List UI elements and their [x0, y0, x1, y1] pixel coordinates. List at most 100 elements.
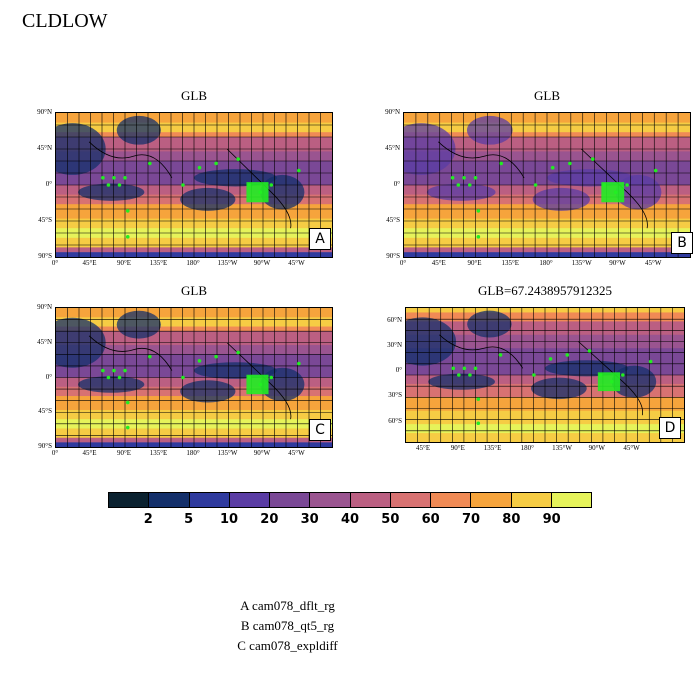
- significance-dot: [269, 183, 274, 187]
- lat-tick-label: 0°: [45, 180, 52, 188]
- lat-tick-label: 45°N: [37, 337, 52, 346]
- map-svg: [56, 113, 332, 257]
- significance-dot: [236, 157, 240, 161]
- significance-dot: [112, 176, 116, 180]
- colorbar-swatch-2: [149, 493, 190, 507]
- map-region: [547, 169, 633, 187]
- panel-a-title: GLB: [181, 88, 207, 103]
- colorbar-label: 60: [421, 512, 440, 527]
- lat-tick-label: 0°: [393, 180, 400, 188]
- lon-tick-label: 180°: [520, 444, 534, 452]
- significance-dot: [467, 183, 472, 187]
- panel-d-map: [405, 307, 685, 443]
- significance-dot: [236, 350, 240, 355]
- panel-b-title: GLB: [534, 88, 560, 103]
- legend: A cam078_dflt_rg B cam078_qt5_rg C cam07…: [0, 596, 700, 656]
- panel-c-map: [55, 307, 333, 448]
- colorbar-label: 5: [184, 512, 194, 527]
- significance-dot: [112, 368, 116, 373]
- significance-dot: [214, 161, 218, 166]
- lon-tick-label: 90°W: [588, 444, 606, 452]
- lon-tick-label: 90°W: [253, 259, 271, 267]
- legend-item-a: A cam078_dflt_rg: [240, 598, 335, 613]
- significance-dot: [625, 183, 629, 187]
- map-region: [194, 169, 277, 187]
- colorbar-swatch-4: [229, 493, 270, 507]
- lon-tick-label: 135°E: [149, 449, 168, 457]
- significance-dot: [473, 366, 478, 371]
- map-region: [531, 377, 587, 400]
- lat-tick-label: 45°S: [386, 216, 400, 224]
- lat-tick-label: 0°: [45, 372, 52, 381]
- colorbar-swatch-5: [270, 493, 311, 507]
- significance-dot: [498, 353, 503, 357]
- significance-dot: [269, 375, 274, 380]
- significance-dot: [297, 361, 301, 366]
- lon-tick-label: 90°E: [116, 449, 132, 457]
- significance-dot: [499, 161, 504, 166]
- significance-dot: [106, 183, 111, 187]
- panel-d-title: GLB=67.2438957912325: [477, 283, 613, 298]
- colorbar-swatch-3: [189, 493, 230, 507]
- lon-tick-label: 0°: [399, 259, 407, 267]
- significance-dot: [476, 235, 481, 239]
- panel-c-title: GLB: [181, 283, 207, 298]
- lon-tick-label: 0°: [51, 259, 59, 267]
- lon-tick-label: 90°W: [609, 259, 626, 267]
- panel-b-letter: B: [671, 232, 693, 254]
- significance-dot: [106, 375, 111, 380]
- significance-dot: [148, 354, 152, 359]
- lon-tick-label: 135°W: [217, 259, 238, 267]
- significance-dot: [621, 373, 625, 377]
- significance-dot: [568, 161, 572, 166]
- map-region: [78, 376, 145, 393]
- lon-tick-label: 45°E: [82, 449, 97, 457]
- panel-b-map: [403, 112, 691, 258]
- map-region: [180, 380, 236, 403]
- significance-dot: [590, 157, 595, 161]
- significance-dot: [587, 349, 592, 353]
- significance-dot: [117, 375, 122, 380]
- panel-a-map: [55, 112, 333, 258]
- lat-tick-label: 45°S: [38, 216, 52, 224]
- significance-dot: [456, 183, 461, 187]
- map-region: [180, 187, 236, 211]
- lat-tick-label: 30°S: [388, 391, 402, 400]
- lon-tick-label: 180°: [539, 259, 553, 267]
- lon-tick-label: 45°W: [645, 259, 662, 267]
- colorbar: [108, 492, 592, 508]
- colorbar-swatch-1: [109, 493, 150, 507]
- colorbar-swatch-7: [350, 493, 391, 507]
- lat-tick-label: 45°N: [37, 144, 52, 152]
- colorbar-label: 50: [381, 512, 400, 527]
- lat-tick-label: 30°N: [387, 340, 402, 349]
- lat-tick-label: 90°N: [37, 303, 52, 311]
- map-region: [426, 183, 496, 201]
- lon-tick-label: 45°W: [288, 449, 305, 457]
- lon-tick-label: 135°E: [483, 444, 502, 452]
- lon-tick-label: 45°E: [82, 259, 97, 267]
- lon-tick-label: 45°E: [416, 444, 431, 452]
- lon-tick-label: 135°E: [501, 259, 520, 267]
- lon-tick-label: 180°: [186, 449, 200, 457]
- map-svg: [404, 113, 690, 257]
- panel-d: GLB=67.2438957912325 D 60°N 30°N 0° 30°S 60°…: [387, 283, 685, 452]
- significance-dot: [653, 168, 658, 173]
- coastline: [439, 334, 644, 416]
- panel-a-letter: A: [309, 228, 331, 250]
- lat-tick-label: 90°S: [38, 442, 52, 450]
- lon-tick-label: 90°E: [450, 444, 465, 452]
- colorbar-label: 10: [219, 512, 239, 527]
- colorbar-swatch-10: [471, 493, 512, 507]
- coastline: [88, 335, 292, 420]
- panel-b: GLB B 90°N 45°N 0° 45°S 90°S 0° 45°E 90°E 135°E 1…: [385, 88, 693, 267]
- significance-dot: [462, 366, 467, 371]
- significance-dot: [462, 176, 466, 180]
- significance-dot: [476, 421, 481, 426]
- colorbar-swatch-12: [551, 493, 591, 507]
- significance-dot: [123, 176, 127, 180]
- significance-patch: [597, 372, 621, 392]
- map-region: [532, 187, 590, 211]
- lon-tick-label: 45°W: [288, 259, 305, 267]
- lat-tick-label: 90°S: [386, 252, 400, 260]
